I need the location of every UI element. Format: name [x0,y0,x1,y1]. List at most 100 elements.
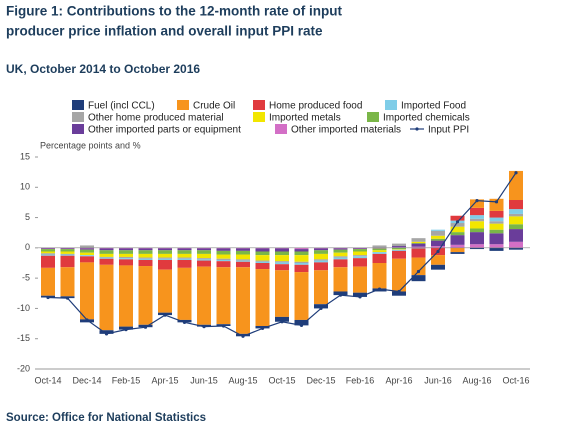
bar-segment [333,259,348,268]
bar-segment [431,235,445,239]
y-tick-label: 15 [20,151,30,161]
bar-segment [158,258,172,260]
bar-segment [216,248,231,251]
legend-swatch [72,112,84,122]
ppi-point [104,332,109,336]
bar-segment [41,267,55,296]
bar-segment [255,248,270,252]
bar-segment [197,259,211,261]
bar-segment [60,255,75,268]
legend-swatch [385,100,397,110]
bar-segment [41,254,55,256]
bar-segment [60,254,75,256]
bar-segment [333,257,348,260]
x-tick-label: Jun-15 [190,375,218,385]
bar-segment [333,247,348,249]
ppi-point [182,320,187,324]
bar-segment [372,250,387,253]
bar-segment [450,244,465,248]
bar-segment [158,257,172,259]
bar-segment [197,266,211,325]
bar-segment [138,248,153,251]
x-tick-label: Oct-16 [502,375,529,385]
bar-segment [236,248,250,251]
bar-segment [411,238,426,242]
bar-segment [314,259,328,261]
bar-segment [294,247,309,250]
bar-segment [216,261,231,268]
bar-segment [431,229,445,231]
ppi-point [221,324,226,328]
bar-segment [392,258,406,292]
bar-segment [411,248,426,258]
bar-segment [431,264,445,270]
bar-segment [450,223,465,227]
ppi-point [397,289,401,294]
bar-segment [255,247,270,249]
legend-label: Imported chemicals [383,113,470,124]
legend-label: Crude Oil [193,101,235,112]
bar-segment [255,260,270,262]
bar-segment [119,259,133,266]
bar-segment [294,249,309,252]
bar-segment [372,252,387,254]
bar-segment [392,246,406,248]
bar-segment [80,249,94,253]
bar-segment [411,275,426,282]
bar-segment [119,248,133,251]
bar-segment [275,262,289,265]
bar-segment [275,264,289,271]
bar-segment [158,247,172,249]
legend-label: Other imported materials [291,125,401,136]
bar-segment [216,259,231,262]
legend-label: Imported Food [401,101,466,112]
bar-segment [314,253,328,260]
bar-segment [119,253,133,257]
bar-segment [177,247,192,249]
bar-segment [138,258,153,260]
bar-segment [197,248,211,251]
bar-segment [99,248,114,251]
ppi-point [260,326,265,331]
bar-segment [314,250,328,254]
legend-label: Input PPI [428,125,469,136]
bar-segment [236,260,250,262]
bar-segment [119,258,133,260]
bar-segment [489,210,504,218]
bar-segment [489,217,504,222]
bar-segment [80,248,94,250]
chart-subtitle: UK, October 2014 to October 2016 [6,62,200,76]
chart-title: producer price inflation and overall inp… [6,24,323,39]
bar-segment [470,247,484,250]
ppi-point [494,200,499,204]
bar-segment [294,272,309,320]
bar-segment [294,264,309,273]
bar-segment [255,255,270,261]
bar-segment [470,207,484,216]
bar-segment [99,264,114,331]
bar-segment [353,292,367,297]
bar-segment [60,248,75,250]
bar-segment [41,249,55,252]
bar-segment [431,240,445,247]
bar-segment [450,247,465,253]
legend-label: Fuel (incl CCL) [88,101,155,112]
bar-segment [177,248,192,251]
ppi-point [280,320,284,324]
y-tick-label: -15 [17,333,30,343]
bar-segment [314,247,328,249]
bar-segment [60,247,75,249]
y-tick-label: 0 [25,242,30,252]
bar-segment [138,259,153,267]
bar-segment [119,247,133,249]
bar-segment [119,256,133,259]
bar-segment [372,253,387,263]
ppi-point [416,269,421,274]
bar-segment [470,199,484,208]
bar-segment [333,267,348,292]
ppi-point [455,220,460,224]
bar-segment [60,251,75,254]
bar-segment [236,254,250,260]
bar-segment [314,248,328,251]
y-axis-label: Percentage points and % [40,140,141,150]
